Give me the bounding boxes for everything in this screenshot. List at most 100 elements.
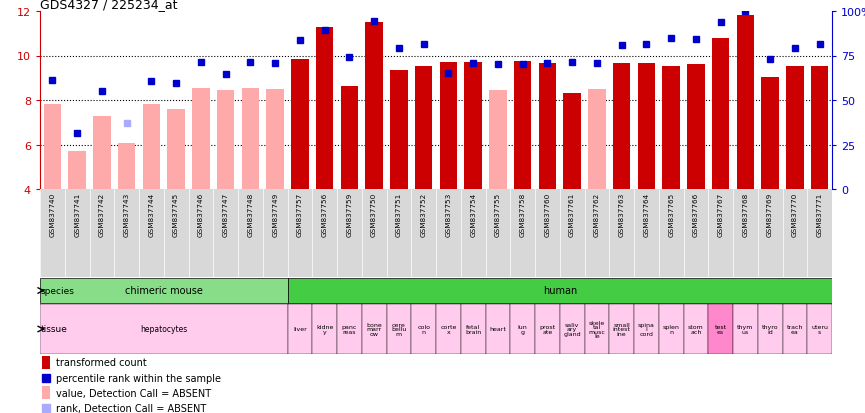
Text: splen
n: splen n: [663, 325, 680, 334]
Bar: [786, 66, 804, 190]
Text: GSM837768: GSM837768: [742, 192, 748, 236]
Text: GSM837748: GSM837748: [247, 192, 253, 236]
Text: thym
us: thym us: [737, 325, 753, 334]
Text: GSM837770: GSM837770: [791, 192, 798, 236]
Text: prost
ate: prost ate: [539, 325, 555, 334]
Bar: [436, 304, 461, 354]
Text: GSM837760: GSM837760: [544, 192, 550, 236]
Bar: [366, 23, 383, 190]
Bar: [563, 94, 580, 190]
Bar: [390, 71, 407, 190]
Text: GSM837741: GSM837741: [74, 192, 80, 236]
Bar: [411, 304, 436, 354]
Bar: [93, 116, 111, 190]
Bar: [266, 90, 284, 190]
Text: GSM837762: GSM837762: [594, 192, 599, 236]
Bar: [712, 38, 729, 190]
Text: rank, Detection Call = ABSENT: rank, Detection Call = ABSENT: [55, 404, 206, 413]
Bar: [634, 304, 659, 354]
Text: value, Detection Call = ABSENT: value, Detection Call = ABSENT: [55, 388, 211, 398]
Text: GSM837758: GSM837758: [520, 192, 526, 236]
Bar: [241, 88, 259, 190]
Text: test
es: test es: [714, 325, 727, 334]
Text: GSM837747: GSM837747: [222, 192, 228, 236]
Bar: [387, 304, 411, 354]
Bar: [439, 63, 457, 190]
Bar: [192, 88, 209, 190]
Text: heart: heart: [490, 327, 506, 332]
Text: GSM837742: GSM837742: [99, 192, 105, 236]
Bar: [807, 304, 832, 354]
Bar: [510, 304, 535, 354]
Text: GSM837771: GSM837771: [817, 192, 823, 236]
Bar: [415, 66, 432, 190]
Bar: [560, 304, 585, 354]
Text: GSM837743: GSM837743: [124, 192, 130, 236]
Bar: [585, 304, 609, 354]
Bar: [287, 278, 832, 304]
Bar: [535, 304, 560, 354]
Bar: [758, 304, 783, 354]
Bar: [485, 304, 510, 354]
Text: liver: liver: [293, 327, 307, 332]
Bar: [811, 66, 829, 190]
Text: corte
x: corte x: [440, 325, 457, 334]
Text: chimeric mouse: chimeric mouse: [125, 286, 202, 296]
Bar: [687, 65, 704, 190]
Text: fetal
brain: fetal brain: [465, 325, 481, 334]
Text: panc
reas: panc reas: [342, 325, 357, 334]
Bar: [168, 109, 185, 190]
Text: human: human: [542, 286, 577, 296]
Bar: [733, 304, 758, 354]
Bar: [118, 144, 135, 190]
Text: trach
ea: trach ea: [786, 325, 803, 334]
Bar: [40, 304, 287, 354]
Text: GSM837757: GSM837757: [297, 192, 303, 236]
Text: GSM837763: GSM837763: [618, 192, 625, 236]
Text: transformed count: transformed count: [55, 357, 146, 368]
Text: small
intest
ine: small intest ine: [612, 322, 631, 336]
Bar: [341, 86, 358, 190]
Text: GSM837750: GSM837750: [371, 192, 377, 236]
Bar: [143, 105, 160, 190]
Bar: [783, 304, 807, 354]
Bar: [683, 304, 708, 354]
Text: thyro
id: thyro id: [762, 325, 779, 334]
Text: GSM837766: GSM837766: [693, 192, 699, 236]
Bar: [461, 304, 485, 354]
Bar: [761, 78, 779, 190]
Bar: [44, 105, 61, 190]
Bar: [40, 278, 287, 304]
Text: kidne
y: kidne y: [316, 325, 333, 334]
Text: GSM837740: GSM837740: [49, 192, 55, 236]
Text: saliv
ary
gland: saliv ary gland: [563, 322, 581, 336]
Text: stom
ach: stom ach: [688, 325, 704, 334]
Bar: [68, 152, 86, 190]
Text: GSM837744: GSM837744: [149, 192, 154, 236]
Text: bone
marr
ow: bone marr ow: [366, 322, 382, 336]
Text: cere
bellu
m: cere bellu m: [391, 322, 407, 336]
Text: GSM837746: GSM837746: [198, 192, 204, 236]
Bar: [490, 91, 507, 190]
Bar: [42, 356, 50, 369]
Text: GSM837756: GSM837756: [322, 192, 328, 236]
Text: GSM837745: GSM837745: [173, 192, 179, 236]
Text: hepatocytes: hepatocytes: [140, 325, 188, 334]
Bar: [292, 60, 309, 190]
Text: species: species: [41, 286, 74, 295]
Bar: [316, 28, 333, 190]
Bar: [42, 387, 50, 399]
Text: percentile rank within the sample: percentile rank within the sample: [55, 373, 221, 383]
Text: GSM837749: GSM837749: [272, 192, 279, 236]
Bar: [465, 63, 482, 190]
Bar: [663, 66, 680, 190]
Text: spina
l
cord: spina l cord: [638, 322, 655, 336]
Bar: [514, 62, 531, 190]
Text: GSM837759: GSM837759: [346, 192, 352, 236]
Bar: [287, 304, 312, 354]
Text: GSM837753: GSM837753: [445, 192, 452, 236]
Bar: [588, 90, 606, 190]
Bar: [217, 91, 234, 190]
Bar: [609, 304, 634, 354]
Bar: [638, 64, 655, 190]
